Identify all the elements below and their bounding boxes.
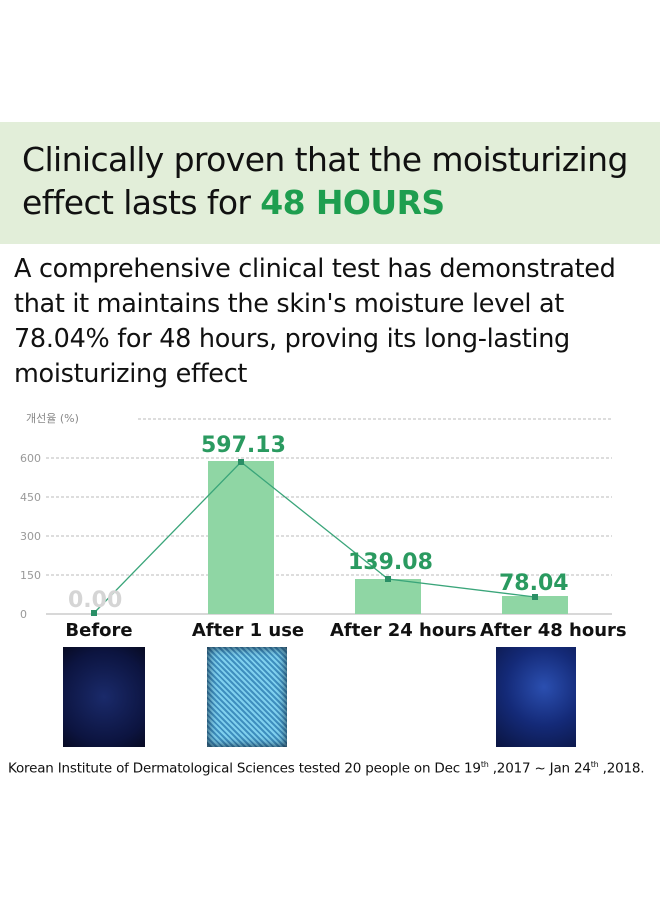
y-tick-600: 600 <box>20 452 41 465</box>
x-label-after-24-hours: After 24 hours <box>330 620 477 641</box>
headline-prefix: effect lasts for <box>22 183 261 222</box>
headline-banner <box>0 122 660 244</box>
x-label-after-1-use: After 1 use <box>191 620 305 641</box>
y-tick-150: 150 <box>20 569 41 582</box>
headline: Clinically proven that the moisturizing … <box>22 138 628 224</box>
headline-highlight: 48 HOURS <box>260 183 445 222</box>
value-label-before: 0.00 <box>68 588 123 613</box>
y-tick-0: 0 <box>20 608 27 621</box>
y-tick-300: 300 <box>20 530 41 543</box>
trend-line <box>93 461 536 614</box>
headline-line2: effect lasts for 48 HOURS <box>22 181 628 224</box>
bar-chart <box>46 418 612 616</box>
bars <box>208 461 568 614</box>
footnote-text-3: ,2018. <box>598 760 645 777</box>
footnote: Korean Institute of Dermatological Scien… <box>8 760 645 777</box>
value-label-after-48-hours: 78.04 <box>499 571 569 596</box>
y-tick-450: 450 <box>20 491 41 504</box>
x-label-after-48-hours: After 48 hours <box>480 620 627 641</box>
y-axis-label: 개선율 (%) <box>26 412 79 425</box>
data-points <box>91 459 538 616</box>
footnote-text-2: ,2017 ~ Jan 24 <box>488 760 591 777</box>
gridlines <box>46 418 612 576</box>
skin-image-before <box>63 647 145 747</box>
footnote-sup-2: th <box>590 760 599 769</box>
skin-image-after-48-hours <box>496 647 576 747</box>
footnote-text-1: Korean Institute of Dermatological Scien… <box>8 760 481 777</box>
x-label-before: Before <box>65 620 133 641</box>
value-label-after-1-use: 597.13 <box>201 433 286 458</box>
value-label-after-24-hours: 139.08 <box>348 550 433 575</box>
footnote-sup-1: th <box>480 760 489 769</box>
skin-image-after-1-use <box>207 647 287 747</box>
headline-line1: Clinically proven that the moisturizing <box>22 140 628 179</box>
description: A comprehensive clinical test has demons… <box>14 254 616 389</box>
